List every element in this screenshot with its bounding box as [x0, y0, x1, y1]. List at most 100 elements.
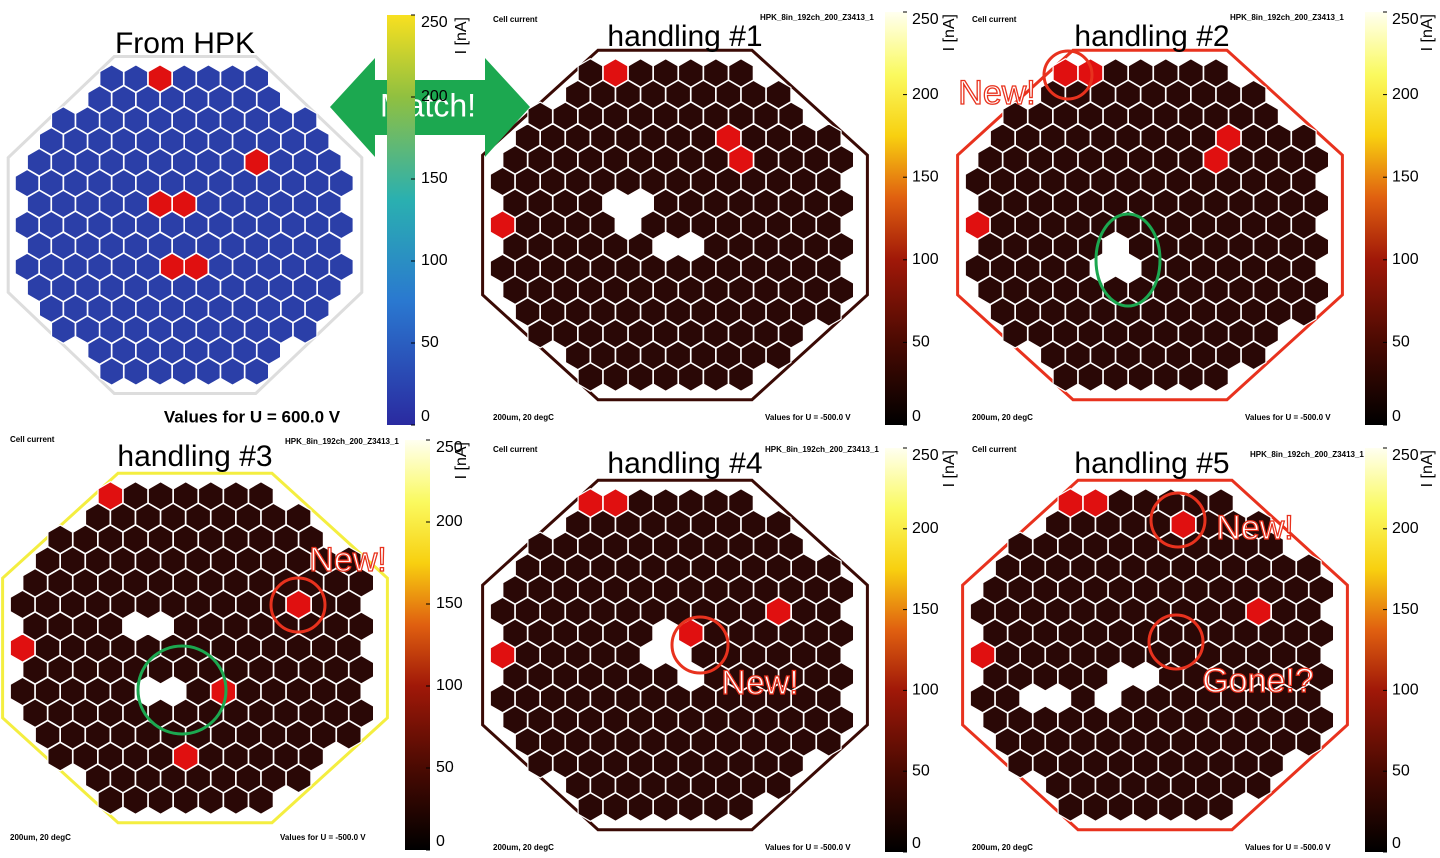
colorbar-tick-label: 50 — [912, 334, 930, 351]
colorbar-scale — [1365, 448, 1387, 852]
colorbar-scale — [1365, 12, 1387, 425]
sensor-cell — [815, 727, 842, 757]
conditions: 200um, 20 degC — [972, 843, 1033, 852]
colorbar-tick-label: 100 — [1392, 682, 1419, 699]
colorbar-tick-label: 50 — [421, 334, 439, 351]
colorbar-tick-label: 0 — [912, 408, 921, 425]
sensor-map — [961, 478, 1349, 832]
panel-title: handling #4 — [607, 447, 762, 480]
colorbar-tick-label: 250 — [421, 14, 448, 31]
colorbar-tick-label: 50 — [436, 759, 454, 776]
colorbar-tick-label: 200 — [421, 88, 448, 105]
panel-footer: Values for U = -500.0 V — [1245, 413, 1331, 422]
colorbar-tick-label: 250 — [912, 447, 939, 464]
colorbar-tick-label: 0 — [436, 833, 445, 850]
sensor-cell — [1245, 770, 1272, 801]
colorbar-tick-label: 200 — [912, 86, 939, 103]
circle — [269, 576, 327, 634]
sensor-cell — [292, 315, 318, 344]
panel-title: handling #2 — [1074, 20, 1229, 53]
overlays: New! New! New! New! Gone!? — [136, 49, 1314, 736]
sensor-id: HPK_8in_192ch_200_Z3413_1 — [765, 445, 879, 454]
sensor-cell — [1295, 727, 1322, 757]
colorbar-tick-label: 0 — [1392, 408, 1401, 425]
colorbar-scale — [885, 12, 907, 425]
conditions: 200um, 20 degC — [493, 843, 554, 852]
panel-footer: Values for U = -500.0 V — [765, 843, 851, 852]
colorbar-scale — [885, 448, 907, 852]
panel-texts: Cell current handling #1 HPK_8in_192ch_200… — [10, 13, 1364, 852]
colorbar-tick-label: 100 — [436, 677, 463, 694]
annotation: Gone!? — [1202, 662, 1314, 700]
colorbar-tick-label: 200 — [1392, 520, 1419, 537]
annotation: New! — [309, 541, 386, 579]
colorbar-tick-label: 150 — [436, 595, 463, 612]
sensor-map — [1, 471, 389, 825]
sensor-cell — [728, 792, 754, 822]
panel-title: handling #1 — [607, 20, 762, 53]
circle — [1147, 613, 1205, 671]
panel-header: Cell current — [493, 445, 538, 454]
colorbar-tick-label: 50 — [1392, 334, 1410, 351]
sensor-cell — [244, 357, 270, 386]
colorbar-tick-label: 200 — [912, 520, 939, 537]
colorbar-tick-label: 150 — [1392, 601, 1419, 618]
sensor-cell — [248, 785, 274, 815]
sensor-cell — [50, 315, 76, 344]
colorbar-tick-label: 250 — [1392, 447, 1419, 464]
sensor-cell — [815, 297, 842, 327]
panel-header: Cell current — [493, 15, 538, 24]
colorbar-scale — [405, 440, 430, 850]
colorbar-tick-label: 100 — [912, 682, 939, 699]
sensor-cell — [147, 357, 173, 386]
panel-header: Cell current — [972, 445, 1017, 454]
colorbar-tick-label: 0 — [1392, 835, 1401, 852]
conditions: 200um, 20 degC — [972, 413, 1033, 422]
sensor-cell — [99, 357, 125, 386]
sensor-cell — [195, 357, 221, 386]
sensor-cell — [123, 357, 149, 386]
colorbar-tick-label: 50 — [912, 762, 930, 779]
circle — [1094, 212, 1162, 308]
colorbar-tick-label: 100 — [1392, 251, 1419, 268]
colorbar-tick-label: 0 — [421, 408, 430, 425]
colorbar-tick-label: 150 — [912, 168, 939, 185]
colorbar-tick-label: 150 — [912, 601, 939, 618]
panel-title: handling #5 — [1074, 447, 1229, 480]
sensor-cell — [1203, 362, 1229, 392]
colorbar-tick-label: 150 — [421, 170, 448, 187]
panel-footer: Values for U = -500.0 V — [765, 413, 851, 422]
conditions: 200um, 20 degC — [493, 413, 554, 422]
circle — [670, 615, 730, 675]
annotation: New! — [721, 664, 798, 702]
colorbar-label: I [nA] — [1419, 450, 1436, 487]
sensor-map — [6, 55, 364, 395]
colorbar-tick-label: 200 — [436, 513, 463, 530]
sensor-id: HPK_8in_192ch_200_Z3413_1 — [285, 437, 399, 446]
sensor-cell — [728, 362, 754, 392]
colorbar-tick-label: 250 — [436, 439, 463, 456]
sensor-cell — [1208, 792, 1234, 822]
sensor-cell — [171, 357, 197, 386]
colorbar-scale — [387, 15, 415, 425]
panel-header: Cell current — [972, 15, 1017, 24]
panel-footer: Values for U = -500.0 V — [1245, 843, 1331, 852]
colorbar-tick-label: 150 — [1392, 168, 1419, 185]
colorbar-label: I [nA] — [453, 17, 470, 54]
panel-title: From HPK — [115, 27, 255, 60]
sensor-id: HPK_8in_192ch_200_Z3413_1 — [1230, 13, 1344, 22]
colorbar-tick-label: 100 — [912, 251, 939, 268]
sensor-cell — [1290, 297, 1317, 327]
colorbar-label: I [nA] — [453, 442, 470, 479]
sensor-cell — [335, 720, 362, 750]
sensor-cell — [765, 770, 792, 801]
colorbar-label: I [nA] — [941, 14, 958, 51]
colorbar-label: I [nA] — [1419, 14, 1436, 51]
panel-header: Cell current — [10, 435, 55, 444]
sensor-map — [481, 48, 869, 402]
